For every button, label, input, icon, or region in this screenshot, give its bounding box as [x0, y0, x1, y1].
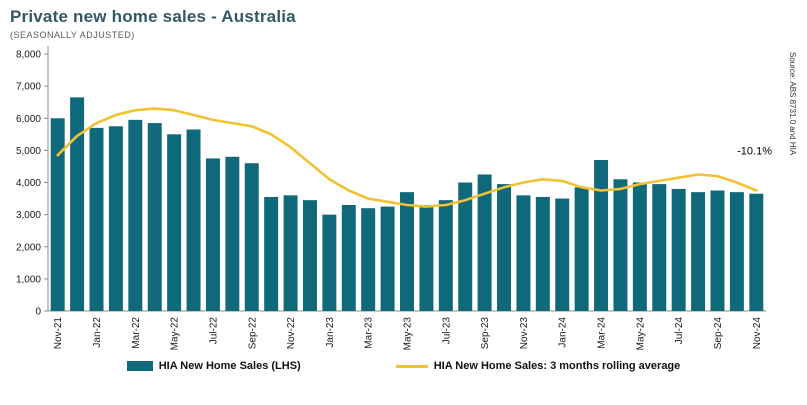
chart-title: Private new home sales - Australia — [10, 7, 296, 26]
chart-svg: 0 1,000 2,000 3,000 4,000 5,000 6,000 7,000 8,00… — [16, 46, 797, 351]
svg-text:Jul-24: Jul-24 — [674, 317, 685, 345]
svg-text:May-22: May-22 — [170, 317, 181, 351]
y-axis-labels: 0 1,000 2,000 3,000 4,000 5,000 6,000 7,000 8,00… — [16, 50, 48, 318]
svg-text:May-24: May-24 — [635, 317, 646, 351]
svg-text:1,000: 1,000 — [16, 274, 41, 285]
source-note: Source: ABS 8731.0 and HIA — [788, 52, 797, 156]
svg-text:6,000: 6,000 — [16, 114, 41, 125]
x-axis-labels: Nov-21 Jan-22 Mar-22 May-22 Jul-22 Sep-22 Nov-… — [53, 317, 763, 351]
svg-text:0: 0 — [35, 307, 41, 318]
svg-text:Nov-21: Nov-21 — [53, 317, 64, 350]
legend-bars-label: HIA New Home Sales (LHS) — [158, 360, 301, 372]
bars-group — [50, 97, 764, 312]
svg-text:Mar-23: Mar-23 — [364, 317, 375, 349]
legend-item-bars: HIA New Home Sales (LHS) — [126, 360, 301, 372]
svg-text:Nov-24: Nov-24 — [752, 317, 763, 350]
svg-text:7,000: 7,000 — [16, 82, 41, 93]
line-series-swatch — [395, 364, 428, 368]
svg-text:3,000: 3,000 — [16, 210, 41, 221]
svg-text:5,000: 5,000 — [16, 146, 41, 157]
svg-text:Jan-23: Jan-23 — [325, 317, 336, 348]
svg-text:Jul-22: Jul-22 — [208, 317, 219, 345]
svg-text:Jan-22: Jan-22 — [92, 317, 103, 348]
legend-line-label: HIA New Home Sales: 3 months rolling ave… — [433, 360, 681, 372]
chart-subtitle: (SEASONALLY ADJUSTED) — [10, 30, 135, 40]
svg-text:Sep-24: Sep-24 — [713, 317, 724, 350]
svg-text:Sep-23: Sep-23 — [480, 317, 491, 350]
legend-item-line: HIA New Home Sales: 3 months rolling ave… — [395, 360, 681, 372]
annotation-label: -10.1% — [737, 145, 772, 157]
svg-text:May-23: May-23 — [403, 317, 414, 351]
svg-text:Sep-22: Sep-22 — [247, 317, 258, 350]
svg-text:Nov-22: Nov-22 — [286, 317, 297, 350]
svg-text:Jan-24: Jan-24 — [558, 317, 569, 348]
svg-text:2,000: 2,000 — [16, 242, 41, 253]
chart-page: Private new home sales - Australia (SEAS… — [0, 0, 807, 372]
svg-text:Mar-22: Mar-22 — [131, 317, 142, 349]
svg-text:Jul-23: Jul-23 — [441, 317, 452, 345]
chart-legend: HIA New Home Sales (LHS) HIA New Home Sa… — [0, 360, 807, 372]
svg-text:Mar-24: Mar-24 — [597, 317, 608, 349]
bar-series-swatch — [126, 361, 153, 371]
chart-header: Private new home sales - Australia (SEAS… — [0, 0, 807, 40]
svg-text:Nov-23: Nov-23 — [519, 317, 530, 350]
svg-text:4,000: 4,000 — [16, 178, 41, 189]
rolling-average-line — [56, 107, 758, 208]
svg-text:8,000: 8,000 — [16, 50, 41, 61]
